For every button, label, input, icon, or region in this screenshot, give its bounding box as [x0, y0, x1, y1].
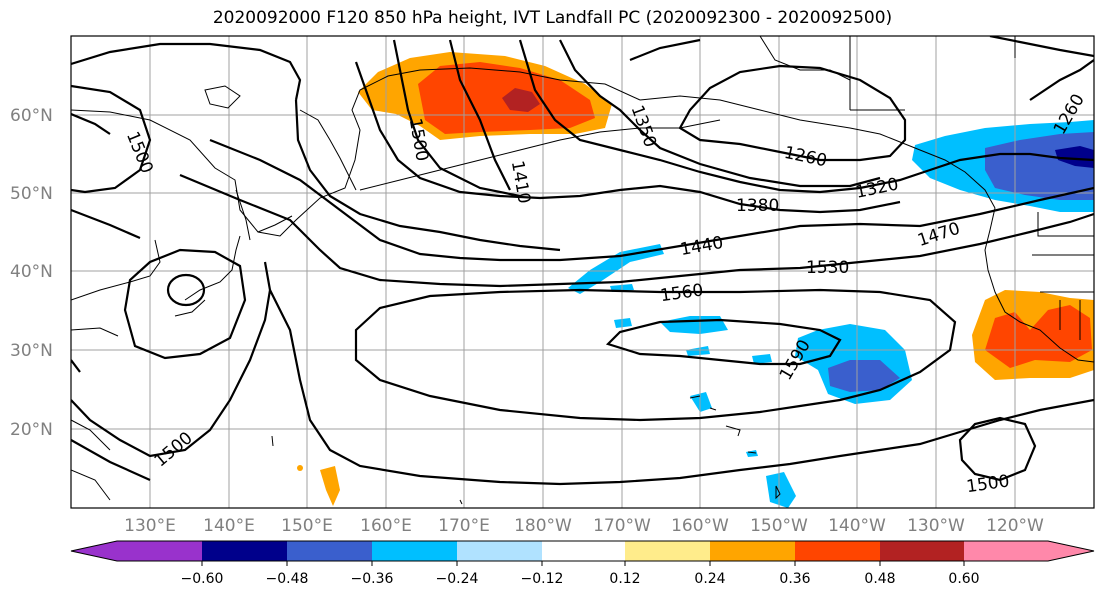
colorbar-segment	[710, 541, 795, 561]
lat-label: 20°N	[10, 420, 53, 440]
negative-anomaly-northeast-max	[1055, 146, 1094, 168]
korea-china	[71, 239, 161, 501]
map-frame	[70, 35, 1095, 509]
lon-label: 130°W	[907, 516, 965, 536]
negative-anomaly-subtropical-core	[828, 360, 900, 392]
lon-label: 140°E	[203, 516, 255, 536]
us-states	[1040, 291, 1094, 340]
colorbar-segment	[964, 541, 1094, 561]
alaska-coast	[639, 95, 996, 209]
lon-label: 140°W	[828, 516, 886, 536]
lat-label: 50°N	[10, 184, 53, 204]
canada-boundary	[849, 36, 1094, 256]
positive-anomaly-westcoast-core	[985, 305, 1092, 368]
colorbar-segment	[71, 541, 202, 561]
colorbar-tick: −0.60	[181, 571, 224, 587]
lon-label: 180°W	[514, 516, 572, 536]
map-title: 2020092000 F120 850 hPa height, IVT Land…	[212, 8, 893, 28]
colorbar-tick: −0.48	[266, 571, 309, 587]
lon-label: 130°E	[124, 516, 176, 536]
colorbar-segment	[202, 541, 287, 561]
kamchatka	[299, 109, 357, 191]
colorbar-tick: −0.36	[351, 571, 394, 587]
lat-label: 30°N	[10, 341, 53, 361]
colorbar-tick: −0.24	[436, 571, 479, 587]
colorbar-tick: −0.12	[521, 571, 564, 587]
latitude-labels: 60°N 50°N 40°N 30°N 20°N	[10, 106, 53, 440]
asia-coast	[71, 67, 641, 237]
height-contours	[71, 36, 1094, 486]
colorbar-segment	[287, 541, 372, 561]
colorbar-tick: 0.24	[694, 571, 725, 587]
bering-islands	[204, 36, 540, 109]
positive-anomaly-north-max	[502, 88, 540, 112]
colorbar: −0.60 −0.48 −0.36 −0.24 −0.12 0.12 0.24 …	[70, 540, 1095, 587]
lat-label: 40°N	[10, 262, 53, 282]
ivt-shading	[297, 52, 1094, 508]
misc-islands	[271, 435, 781, 505]
colorbar-segment	[457, 541, 542, 561]
contour-label: 1380	[736, 196, 779, 216]
lon-label: 170°W	[593, 516, 651, 536]
graticule	[71, 36, 1094, 508]
colorbar-tick: 0.12	[609, 571, 640, 587]
lon-label: 170°E	[438, 516, 490, 536]
lat-label: 60°N	[10, 106, 53, 126]
colorbar-tick: 0.60	[948, 571, 979, 587]
lon-label: 160°W	[671, 516, 729, 536]
colorbar-tick: 0.48	[864, 571, 895, 587]
contour-label: 1530	[806, 258, 849, 278]
lon-label: 150°W	[750, 516, 808, 536]
colorbar-segment	[542, 541, 625, 561]
colorbar-segment	[625, 541, 710, 561]
colorbar-segment	[880, 541, 964, 561]
colorbar-segment	[372, 541, 457, 561]
japan	[174, 235, 241, 317]
colorbar-segment	[795, 541, 880, 561]
hawaii	[689, 395, 757, 454]
lon-label: 150°E	[281, 516, 333, 536]
lon-label: 160°E	[360, 516, 412, 536]
longitude-labels: 130°E 140°E 150°E 160°E 170°E 180°W 170°…	[124, 516, 1044, 536]
colorbar-tick: 0.36	[779, 571, 810, 587]
lon-label: 120°W	[986, 516, 1044, 536]
